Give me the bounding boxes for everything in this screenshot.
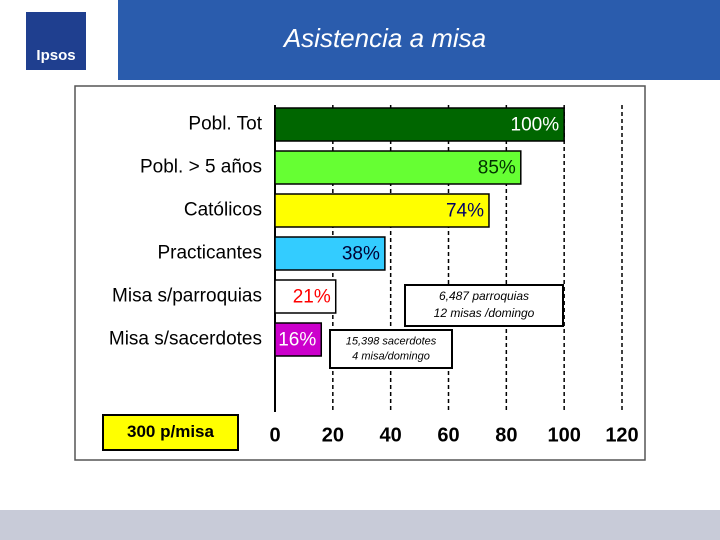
value-label: 85% [478, 158, 516, 179]
bar [274, 322, 323, 357]
bar [274, 193, 490, 228]
logo-text: Ipsos [36, 47, 75, 64]
bar [274, 279, 337, 314]
y-tick-label: Pobl. > 5 años [140, 157, 262, 178]
title-bar [118, 0, 720, 80]
x-tick-label: 80 [495, 424, 517, 446]
x-tick-label: 40 [380, 424, 402, 446]
bar [274, 150, 522, 185]
annotation-box [329, 329, 453, 369]
x-tick-label: 120 [605, 424, 638, 446]
value-label: 21% [293, 287, 331, 308]
bar [274, 236, 386, 271]
annotation-text: 300 p/misa [127, 422, 214, 441]
value-label: 38% [342, 244, 380, 265]
y-tick-label: Practicantes [157, 243, 262, 264]
x-tick-label: 100 [547, 424, 580, 446]
x-tick-label: 60 [437, 424, 459, 446]
y-tick-label: Misa s/parroquias [112, 286, 262, 307]
bar [274, 107, 565, 142]
footer-bar [0, 510, 720, 540]
y-tick-label: Misa s/sacerdotes [109, 329, 262, 350]
annotation-text: 6,487 parroquias [439, 289, 529, 303]
y-tick-label: Católicos [184, 200, 262, 221]
annotation-box [404, 284, 564, 327]
annotation-text: 15,398 sacerdotes [346, 335, 437, 347]
logo-box [26, 12, 86, 70]
annotation-text: 12 misas /domingo [434, 306, 535, 320]
value-label: 16% [278, 330, 316, 351]
y-tick-label: Pobl. Tot [188, 114, 262, 135]
x-tick-label: 0 [269, 424, 280, 446]
annotation-text: 4 misa/domingo [352, 350, 430, 362]
value-label: 74% [446, 201, 484, 222]
chart-title: Asistencia a misa [282, 23, 486, 53]
chart-frame [74, 85, 646, 461]
annotation-box [102, 414, 239, 451]
x-tick-label: 20 [322, 424, 344, 446]
value-label: 100% [511, 115, 560, 136]
